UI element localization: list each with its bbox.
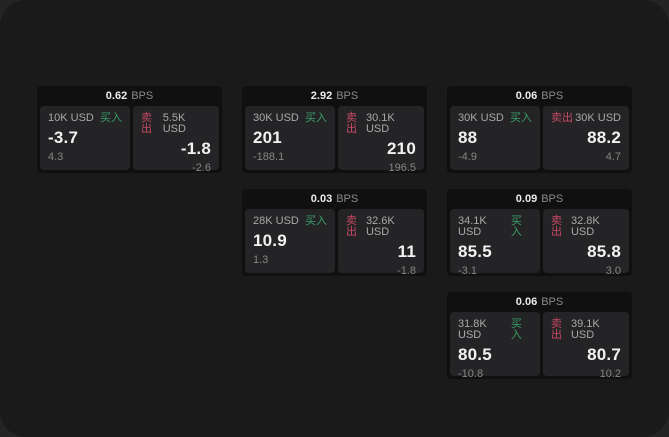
buy-price: 85.5 (458, 242, 492, 261)
quote-card: 0.09 BPS 34.1K USD 买入 85.5 -3.1 卖出 32.8K… (447, 189, 632, 276)
sell-price: 11 (397, 242, 416, 261)
quote-panels: 10K USD 买入 -3.7 4.3 卖出 5.5K USD -1.8 -2.… (37, 106, 222, 173)
sell-label: 卖出 (346, 112, 357, 135)
quote-card: 0.62 BPS 10K USD 买入 -3.7 4.3 卖出 5.5K USD… (37, 86, 222, 173)
bps-unit: BPS (541, 89, 564, 102)
buy-amount: 34.1K USD (458, 215, 487, 238)
buy-delta: -3.1 (458, 264, 477, 277)
buy-label: 买入 (510, 318, 522, 341)
quote-card: 2.92 BPS 30K USD 买入 201 -188.1 卖出 30.1K … (242, 86, 427, 173)
buy-label: 买入 (100, 112, 122, 124)
buy-amount: 30K USD (253, 112, 299, 124)
buy-panel[interactable]: 31.8K USD 买入 80.5 -10.8 (450, 312, 540, 379)
sell-panel[interactable]: 卖出 30.1K USD 210 196.5 (338, 106, 424, 173)
quote-panels: 34.1K USD 买入 85.5 -3.1 卖出 32.8K USD 85.8… (447, 209, 632, 276)
bps-unit: BPS (541, 192, 564, 205)
spread-value: 0.06 (515, 295, 538, 308)
bps-unit: BPS (336, 89, 359, 102)
buy-price: 80.5 (458, 345, 492, 364)
spread-header: 0.62 BPS (37, 86, 222, 106)
buy-amount: 10K USD (48, 112, 94, 124)
bps-unit: BPS (336, 192, 359, 205)
buy-panel[interactable]: 28K USD 买入 10.9 1.3 (245, 209, 335, 273)
sell-price: 88.2 (587, 128, 621, 147)
buy-price: 201 (253, 128, 282, 147)
quote-panels: 30K USD 买入 88 -4.9 卖出 30K USD 88.2 4.7 (447, 106, 632, 170)
quote-panels: 30K USD 买入 201 -188.1 卖出 30.1K USD 210 1… (242, 106, 427, 173)
sell-delta: 4.7 (605, 150, 621, 163)
buy-panel[interactable]: 30K USD 买入 88 -4.9 (450, 106, 540, 170)
quote-panels: 28K USD 买入 10.9 1.3 卖出 32.6K USD 11 -1.8 (242, 209, 427, 276)
spread-header: 0.03 BPS (242, 189, 427, 209)
spread-value: 0.06 (515, 89, 538, 102)
bps-unit: BPS (541, 295, 564, 308)
sell-price: -1.8 (180, 139, 211, 158)
spread-header: 0.06 BPS (447, 86, 632, 106)
sell-label: 卖出 (346, 215, 357, 238)
sell-panel[interactable]: 卖出 30K USD 88.2 4.7 (543, 106, 629, 170)
buy-panel[interactable]: 30K USD 买入 201 -188.1 (245, 106, 335, 170)
sell-amount: 30.1K USD (365, 112, 395, 135)
sell-panel[interactable]: 卖出 39.1K USD 80.7 10.2 (543, 312, 629, 379)
buy-label: 买入 (305, 215, 327, 227)
buy-amount: 31.8K USD (458, 318, 487, 341)
spread-value: 0.62 (105, 89, 128, 102)
quote-card: 0.03 BPS 28K USD 买入 10.9 1.3 卖出 32.6K US… (242, 189, 427, 276)
spread-value: 0.09 (515, 192, 538, 205)
sell-amount: 32.6K USD (365, 215, 395, 238)
sell-delta: 3.0 (605, 264, 621, 277)
sell-panel[interactable]: 卖出 32.6K USD 11 -1.8 (338, 209, 424, 276)
buy-label: 买入 (510, 215, 522, 238)
buy-label: 买入 (510, 112, 532, 124)
quote-card: 0.06 BPS 31.8K USD 买入 80.5 -10.8 卖出 39.1… (447, 292, 632, 379)
sell-panel[interactable]: 卖出 5.5K USD -1.8 -2.6 (133, 106, 219, 173)
sell-delta: -2.6 (192, 161, 211, 174)
buy-price: -3.7 (48, 128, 79, 147)
buy-delta: -4.9 (458, 150, 477, 163)
sell-delta: -1.8 (397, 264, 416, 277)
sell-price: 85.8 (587, 242, 621, 261)
spread-header: 0.09 BPS (447, 189, 632, 209)
buy-delta: 1.3 (253, 253, 269, 266)
buy-panel[interactable]: 10K USD 买入 -3.7 4.3 (40, 106, 130, 170)
spread-header: 0.06 BPS (447, 292, 632, 312)
sell-delta: 10.2 (599, 367, 621, 380)
sell-amount: 39.1K USD (570, 318, 600, 341)
sell-amount: 32.8K USD (570, 215, 600, 238)
sell-label: 卖出 (551, 318, 562, 341)
buy-price: 10.9 (253, 231, 287, 250)
sell-label: 卖出 (551, 215, 562, 238)
sell-label: 卖出 (141, 112, 152, 135)
quote-panels: 31.8K USD 买入 80.5 -10.8 卖出 39.1K USD 80.… (447, 312, 632, 379)
sell-amount: 5.5K USD (162, 112, 186, 135)
quote-card: 0.06 BPS 30K USD 买入 88 -4.9 卖出 30K USD 8… (447, 86, 632, 173)
bps-unit: BPS (131, 89, 154, 102)
buy-delta: 4.3 (48, 150, 64, 163)
sell-amount: 30K USD (575, 112, 621, 124)
buy-price: 88 (458, 128, 478, 147)
sell-price: 210 (387, 139, 416, 158)
sell-label: 卖出 (551, 112, 573, 124)
spread-value: 2.92 (310, 89, 333, 102)
buy-panel[interactable]: 34.1K USD 买入 85.5 -3.1 (450, 209, 540, 276)
buy-label: 买入 (305, 112, 327, 124)
buy-amount: 28K USD (253, 215, 299, 227)
spread-header: 2.92 BPS (242, 86, 427, 106)
sell-price: 80.7 (587, 345, 621, 364)
buy-delta: -10.8 (458, 367, 484, 380)
buy-amount: 30K USD (458, 112, 504, 124)
sell-delta: 196.5 (388, 161, 416, 174)
buy-delta: -188.1 (253, 150, 285, 163)
sell-panel[interactable]: 卖出 32.8K USD 85.8 3.0 (543, 209, 629, 276)
spread-value: 0.03 (310, 192, 333, 205)
